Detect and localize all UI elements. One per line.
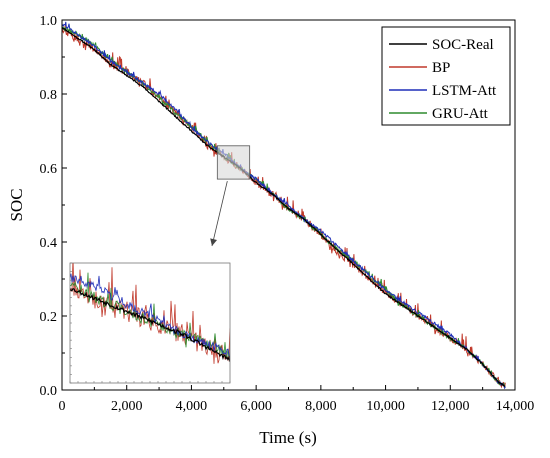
x-axis: 0 2,000 4,000 6,000 8,000 10,000 12,000 14,000 — [59, 385, 535, 414]
zoom-arrowhead — [210, 238, 218, 246]
zoom-region-box — [216, 145, 251, 180]
inset-ticks — [69, 262, 231, 384]
y-axis: 0.0 0.2 0.4 0.6 0.8 1.0 — [40, 14, 67, 399]
x-tick-label: 0 — [59, 399, 66, 414]
inset-line-lstm-att — [70, 273, 230, 357]
series-line-soc-real — [62, 27, 506, 387]
y-tick-label: 0.8 — [40, 88, 58, 103]
legend-label: BP — [432, 60, 450, 76]
x-tick-label: 14,000 — [496, 399, 535, 414]
x-axis-label: Time (s) — [259, 428, 316, 447]
y-tick-label: 0.4 — [40, 236, 58, 251]
y-axis-label: SOC — [7, 188, 26, 221]
x-tick-label: 10,000 — [366, 399, 405, 414]
x-tick-label: 12,000 — [431, 399, 470, 414]
legend-label: GRU-Att — [432, 106, 489, 122]
inset-zoom-plot — [69, 262, 231, 384]
x-tick-label: 4,000 — [176, 399, 208, 414]
inset-line-soc-real — [70, 288, 230, 363]
legend: SOC-Real BP LSTM-Att GRU-Att — [381, 26, 511, 126]
legend-label: LSTM-Att — [432, 83, 497, 99]
y-tick-label: 0.2 — [40, 310, 58, 325]
y-tick-label: 0.0 — [40, 384, 58, 399]
x-tick-label: 8,000 — [305, 399, 337, 414]
inset-background — [70, 263, 230, 383]
y-tick-label: 1.0 — [40, 14, 58, 29]
inset-series-layer — [70, 263, 230, 364]
series-layer — [62, 21, 506, 390]
x-tick-label: 6,000 — [240, 399, 272, 414]
y-tick-label: 0.6 — [40, 162, 58, 177]
x-tick-label: 2,000 — [111, 399, 143, 414]
zoom-arrow — [211, 181, 228, 247]
legend-label: SOC-Real — [432, 37, 494, 53]
series-line-lstm-att — [62, 21, 506, 390]
